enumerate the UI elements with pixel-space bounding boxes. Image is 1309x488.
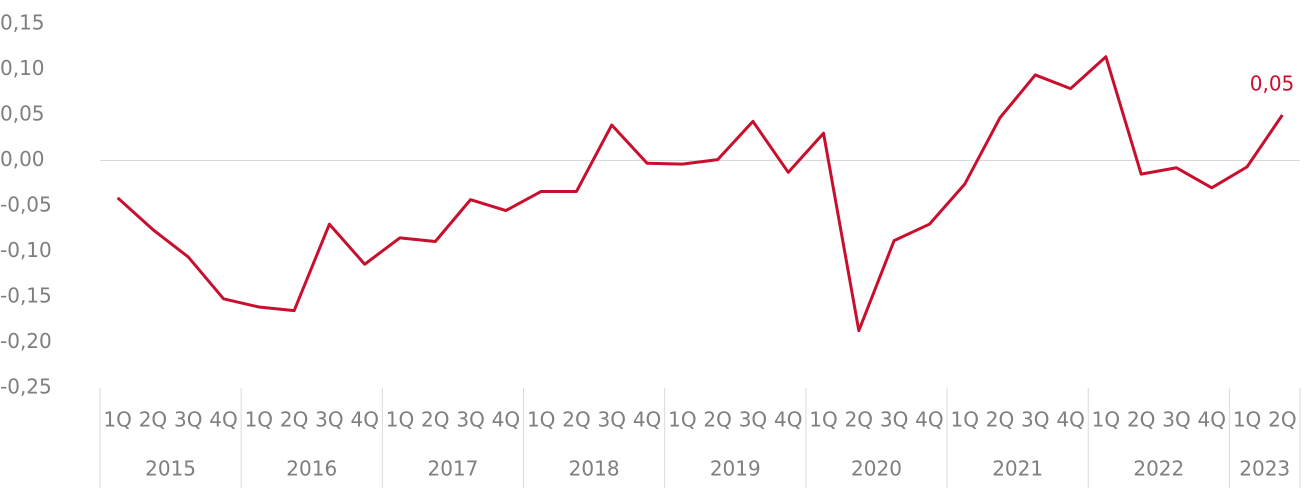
x-tick-label: 1Q xyxy=(668,408,696,432)
x-tick-label: 1Q xyxy=(527,408,555,432)
x-tick-label: 4Q xyxy=(1198,408,1226,432)
y-tick-label: 0,10 xyxy=(0,56,45,80)
x-tick-label: 4Q xyxy=(209,408,237,432)
x-group-label: 2023 xyxy=(1239,457,1290,481)
x-tick-label: 2Q xyxy=(986,408,1014,432)
x-group-label: 2018 xyxy=(569,457,620,481)
x-tick-label: 2Q xyxy=(280,408,308,432)
x-tick-label: 1Q xyxy=(809,408,837,432)
x-tick-label: 2Q xyxy=(703,408,731,432)
x-tick-label: 4Q xyxy=(492,408,520,432)
x-tick-label: 2Q xyxy=(139,408,167,432)
x-tick-label: 4Q xyxy=(633,408,661,432)
x-group-label: 2021 xyxy=(992,457,1043,481)
y-tick-label: -0,20 xyxy=(0,329,52,353)
y-tick-label: 0,00 xyxy=(0,147,45,171)
x-tick-label: 4Q xyxy=(774,408,802,432)
x-tick-label: 4Q xyxy=(350,408,378,432)
x-tick-label: 3Q xyxy=(598,408,626,432)
x-group-label: 2019 xyxy=(710,457,761,481)
y-tick-label: -0,05 xyxy=(0,193,52,217)
x-tick-label: 2Q xyxy=(1127,408,1155,432)
y-tick-label: -0,10 xyxy=(0,238,52,262)
x-tick-label: 3Q xyxy=(1021,408,1049,432)
x-group-label: 2015 xyxy=(145,457,196,481)
x-tick-label: 4Q xyxy=(915,408,943,432)
y-tick-label: 0,15 xyxy=(0,11,45,35)
x-group-label: 2016 xyxy=(286,457,337,481)
series-line xyxy=(116,55,1284,333)
x-tick-label: 1Q xyxy=(386,408,414,432)
x-group-label: 2020 xyxy=(851,457,902,481)
x-tick-label: 1Q xyxy=(245,408,273,432)
x-tick-label: 3Q xyxy=(174,408,202,432)
x-tick-label: 3Q xyxy=(880,408,908,432)
x-tick-label: 1Q xyxy=(1092,408,1120,432)
y-tick-label: -0,15 xyxy=(0,284,52,308)
x-tick-label: 2Q xyxy=(421,408,449,432)
data-label: 0,05 xyxy=(1250,72,1295,96)
x-tick-label: 2Q xyxy=(562,408,590,432)
y-tick-label: 0,05 xyxy=(0,102,45,126)
x-tick-label: 3Q xyxy=(315,408,343,432)
x-group-label: 2017 xyxy=(427,457,478,481)
x-tick-label: 3Q xyxy=(456,408,484,432)
x-tick-label: 2Q xyxy=(845,408,873,432)
x-tick-label: 1Q xyxy=(1233,408,1261,432)
x-group-label: 2022 xyxy=(1133,457,1184,481)
y-tick-label: -0,25 xyxy=(0,375,52,399)
x-tick-label: 3Q xyxy=(739,408,767,432)
x-tick-label: 3Q xyxy=(1162,408,1190,432)
x-tick-label: 1Q xyxy=(103,408,131,432)
x-tick-label: 4Q xyxy=(1056,408,1084,432)
x-tick-label: 2Q xyxy=(1268,408,1296,432)
x-tick-label: 1Q xyxy=(950,408,978,432)
